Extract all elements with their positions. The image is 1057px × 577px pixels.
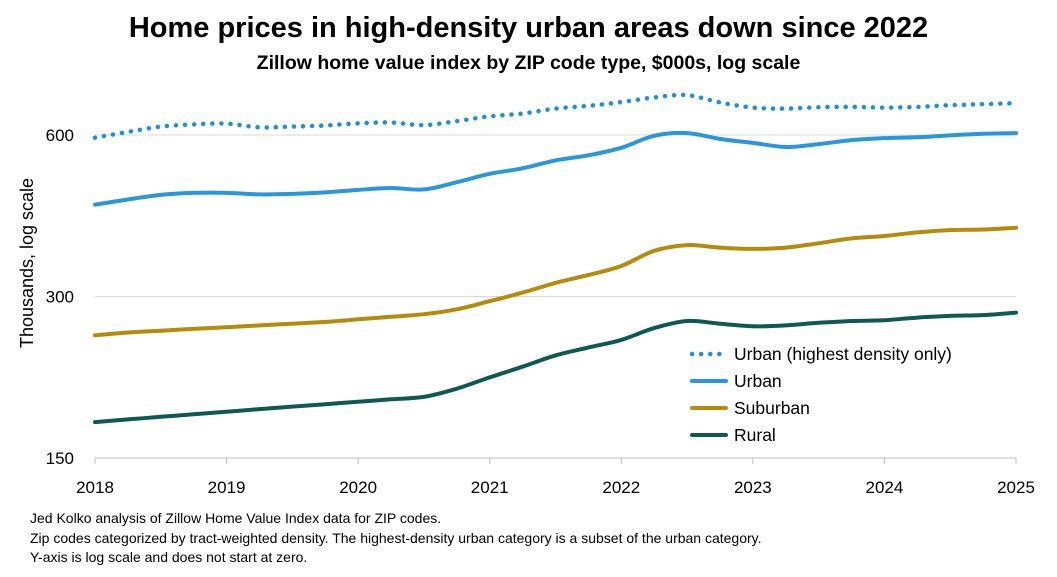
x-tick-label-2023: 2023 [734, 478, 772, 497]
x-tick-label-2020: 2020 [339, 478, 377, 497]
y-axis-label: Thousands, log scale [17, 178, 37, 348]
note-line-source: Jed Kolko analysis of Zillow Home Value … [30, 510, 442, 526]
note-line-method: Zip codes categorized by tract-weighted … [30, 529, 762, 546]
legend-label-0: Urban (highest density only) [734, 344, 952, 364]
series-line-0 [92, 92, 1019, 140]
x-tick-label-2022: 2022 [602, 478, 640, 497]
legend-label-1: Urban [734, 371, 782, 391]
y-tick-label-600: 600 [46, 126, 74, 145]
source-notes: Jed Kolko analysis of Zillow Home Value … [30, 509, 762, 568]
y-tick-label-300: 300 [46, 288, 74, 307]
x-tick-label-2018: 2018 [76, 478, 114, 497]
chart-subtitle: Zillow home value index by ZIP code type… [256, 52, 801, 74]
chart-title: Home prices in high-density urban areas … [128, 12, 929, 44]
x-tick-label-2021: 2021 [471, 478, 509, 497]
legend-label-3: Rural [734, 425, 776, 445]
x-tick-label-2019: 2019 [208, 478, 246, 497]
series-line-1 [93, 130, 1018, 207]
y-tick-label-150: 150 [46, 449, 74, 468]
legend-label-2: Suburban [734, 398, 810, 418]
x-tick-label-2025: 2025 [997, 478, 1035, 497]
note-line-axis: Y-axis is log scale and does not start a… [30, 549, 308, 565]
series-line-3 [93, 310, 1018, 425]
series-line-2 [93, 225, 1018, 338]
x-tick-label-2024: 2024 [866, 478, 904, 497]
